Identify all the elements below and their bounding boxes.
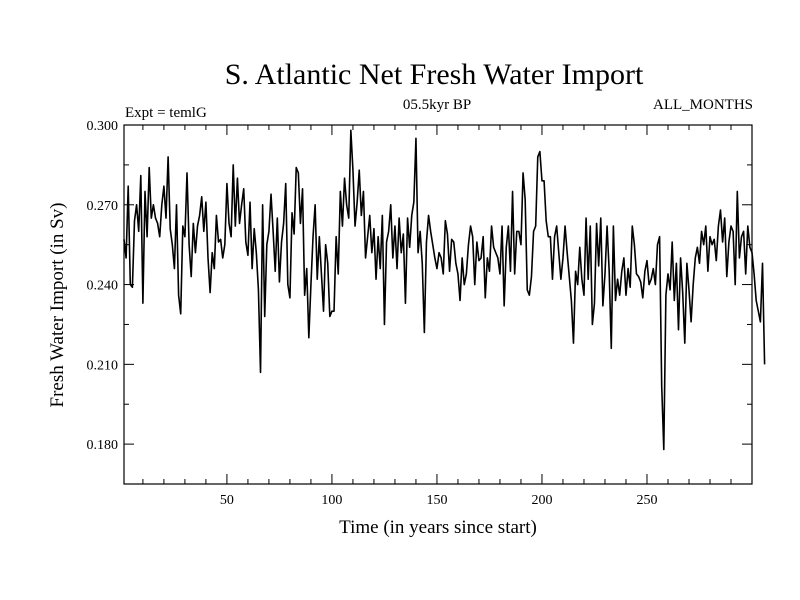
x-tick-label: 200 (531, 493, 552, 508)
y-axis-tick-labels: 0.300 0.270 0.240 0.210 0.180 (87, 119, 119, 453)
y-tick-label: 0.180 (87, 438, 119, 453)
chart-title: S. Atlantic Net Fresh Water Import (225, 58, 644, 91)
y-axis-ticks (124, 124, 752, 445)
experiment-label: Expt = temlG (125, 105, 207, 121)
fresh-water-import-series-line (123, 129, 766, 451)
x-tick-label: 250 (636, 493, 657, 508)
period-label: 05.5kyr BP (403, 97, 471, 113)
y-tick-label: 0.240 (87, 279, 119, 294)
x-tick-label: 150 (426, 493, 447, 508)
y-axis-label: Fresh Water Import (in Sv) (47, 203, 68, 408)
y-tick-label: 0.300 (87, 119, 119, 134)
x-axis-label: Time (in years since start) (339, 517, 537, 538)
y-tick-label: 0.210 (87, 358, 119, 373)
y-tick-label: 0.270 (87, 199, 119, 214)
months-label: ALL_MONTHS (653, 97, 753, 113)
plot-frame (123, 124, 753, 485)
x-axis-ticks (142, 125, 732, 484)
x-tick-label: 100 (321, 493, 342, 508)
x-tick-label: 50 (220, 493, 234, 508)
x-axis-tick-labels: 50 100 150 200 250 (220, 493, 658, 508)
